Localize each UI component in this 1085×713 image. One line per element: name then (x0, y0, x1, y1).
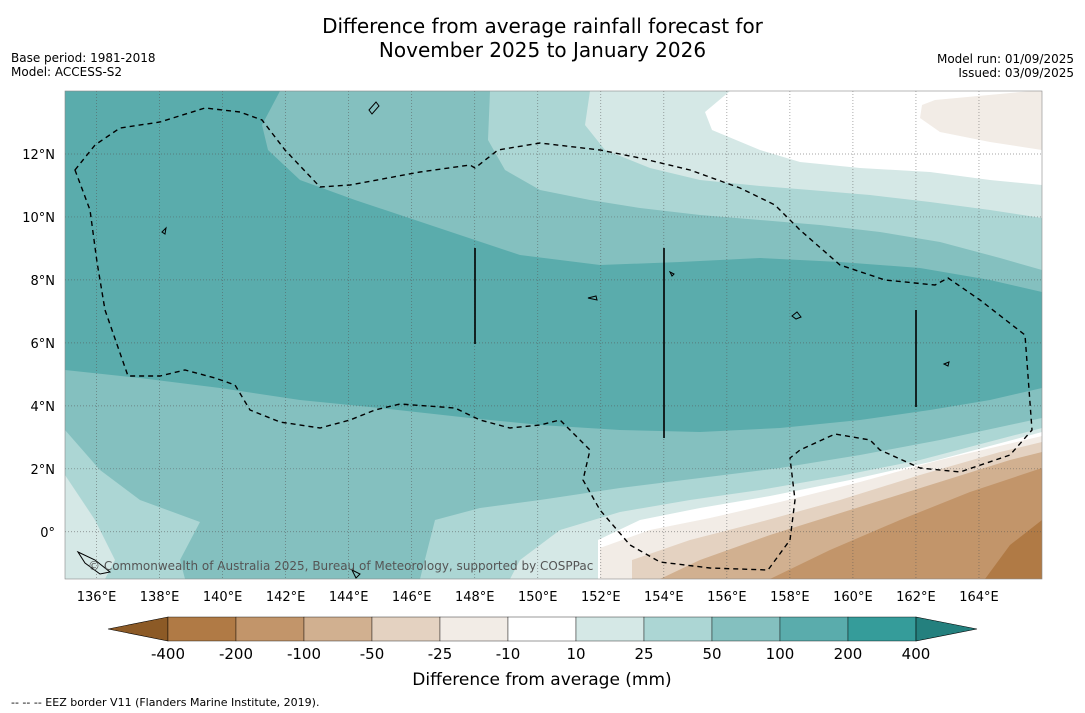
band-10-25-southwest (65, 475, 115, 579)
model-name: Model: ACCESS-S2 (11, 65, 123, 79)
eez-footnote: -- -- -- EEZ border V11 (Flanders Marine… (11, 696, 320, 709)
colorbar-swatch (643, 616, 713, 642)
island-1 (368, 101, 380, 115)
lon-tick-label: 144°E (329, 590, 369, 605)
lon-tick-label: 148°E (455, 590, 495, 605)
lon-tick-label: 152°E (581, 590, 621, 605)
colorbar-label: 50 (702, 645, 721, 663)
island-3 (791, 311, 802, 320)
lon-tick-label: 136°E (77, 590, 117, 605)
copyright-text: © Commonwealth of Australia 2025, Bureau… (88, 559, 593, 573)
lon-tick-label: 164°E (959, 590, 999, 605)
colorbar-swatch (439, 616, 509, 642)
eez-borders (74, 107, 1033, 571)
band-100-200 (65, 91, 1042, 432)
colorbar-label: -200 (219, 645, 253, 663)
colorbar-swatch (711, 616, 781, 642)
island-4 (942, 361, 950, 367)
title-line-2: November 2025 to January 2026 (378, 38, 707, 62)
colorbar: -400 -200 -100 -50 -25 -10 10 25 50 100 200 400 (107, 616, 978, 663)
band-minus400-minus200 (985, 520, 1042, 579)
island-5 (587, 295, 598, 301)
lat-tick-label: 8°N (31, 274, 56, 289)
lat-tick-label: 12°N (22, 148, 55, 163)
island-6 (76, 550, 112, 575)
colorbar-swatch (371, 616, 441, 642)
lon-tick-label: 154°E (644, 590, 684, 605)
colorbar-arrow-left (107, 616, 169, 642)
longitude-labels: 136°E 138°E 140°E 142°E 144°E 146°E 148°E 150°E… (77, 590, 999, 605)
graticule (65, 91, 1042, 579)
dry-patch-north (920, 91, 1042, 150)
colorbar-label: 200 (834, 645, 863, 663)
islands (76, 101, 950, 579)
lat-tick-label: 2°N (31, 463, 56, 478)
lat-tick-label: 0° (40, 526, 55, 541)
colorbar-label: -400 (151, 645, 185, 663)
issued-date: Issued: 03/09/2025 (958, 66, 1074, 80)
lat-tick-label: 4°N (31, 400, 56, 415)
lon-tick-label: 142°E (266, 590, 306, 605)
colorbar-swatch (847, 616, 917, 642)
lat-tick-label: 6°N (31, 337, 56, 352)
meta-left: Base period: 1981-2018 Model: ACCESS-S2 (11, 51, 156, 79)
colorbar-arrow-right (915, 616, 978, 642)
lon-tick-label: 162°E (896, 590, 936, 605)
colorbar-title: Difference from average (mm) (412, 670, 671, 690)
island-8 (350, 568, 361, 579)
title-line-1: Difference from average rainfall forecas… (322, 14, 763, 38)
lon-tick-label: 150°E (518, 590, 558, 605)
colorbar-label: -100 (287, 645, 321, 663)
lon-tick-label: 156°E (707, 590, 747, 605)
colorbar-label: -50 (360, 645, 385, 663)
map-frame (64, 90, 1043, 580)
island-2 (161, 226, 167, 235)
colorbar-swatch (575, 616, 645, 642)
lon-tick-label: 138°E (140, 590, 180, 605)
map-plot-area: © Commonwealth of Australia 2025, Bureau… (65, 91, 1042, 579)
latitude-labels: 12°N 10°N 8°N 6°N 4°N 2°N 0° (22, 148, 55, 541)
colorbar-swatch (235, 616, 305, 642)
colorbar-label: 100 (766, 645, 795, 663)
eez-meridian-lines (474, 248, 917, 438)
lon-tick-label: 160°E (833, 590, 873, 605)
colorbar-label: 25 (634, 645, 653, 663)
lat-tick-label: 10°N (22, 211, 55, 226)
colorbar-label: -25 (428, 645, 453, 663)
model-run: Model run: 01/09/2025 (936, 52, 1074, 66)
base-period: Base period: 1981-2018 (11, 51, 156, 65)
band-minus200-minus100 (770, 468, 1042, 579)
meta-right: Model run: 01/09/2025 Issued: 03/09/2025 (937, 52, 1074, 80)
colorbar-swatch (167, 616, 237, 642)
colorbar-swatch (303, 616, 373, 642)
colorbar-label: 10 (566, 645, 585, 663)
map-title: Difference from average rainfall forecas… (0, 14, 1085, 62)
colorbar-swatch (507, 616, 577, 642)
island-7 (668, 270, 675, 277)
colorbar-label: 400 (902, 645, 931, 663)
lon-tick-label: 158°E (770, 590, 810, 605)
colorbar-swatch (779, 616, 849, 642)
lon-tick-label: 146°E (392, 590, 432, 605)
lon-tick-label: 140°E (203, 590, 243, 605)
colorbar-label: -10 (496, 645, 521, 663)
eez-border-west (74, 107, 1033, 571)
